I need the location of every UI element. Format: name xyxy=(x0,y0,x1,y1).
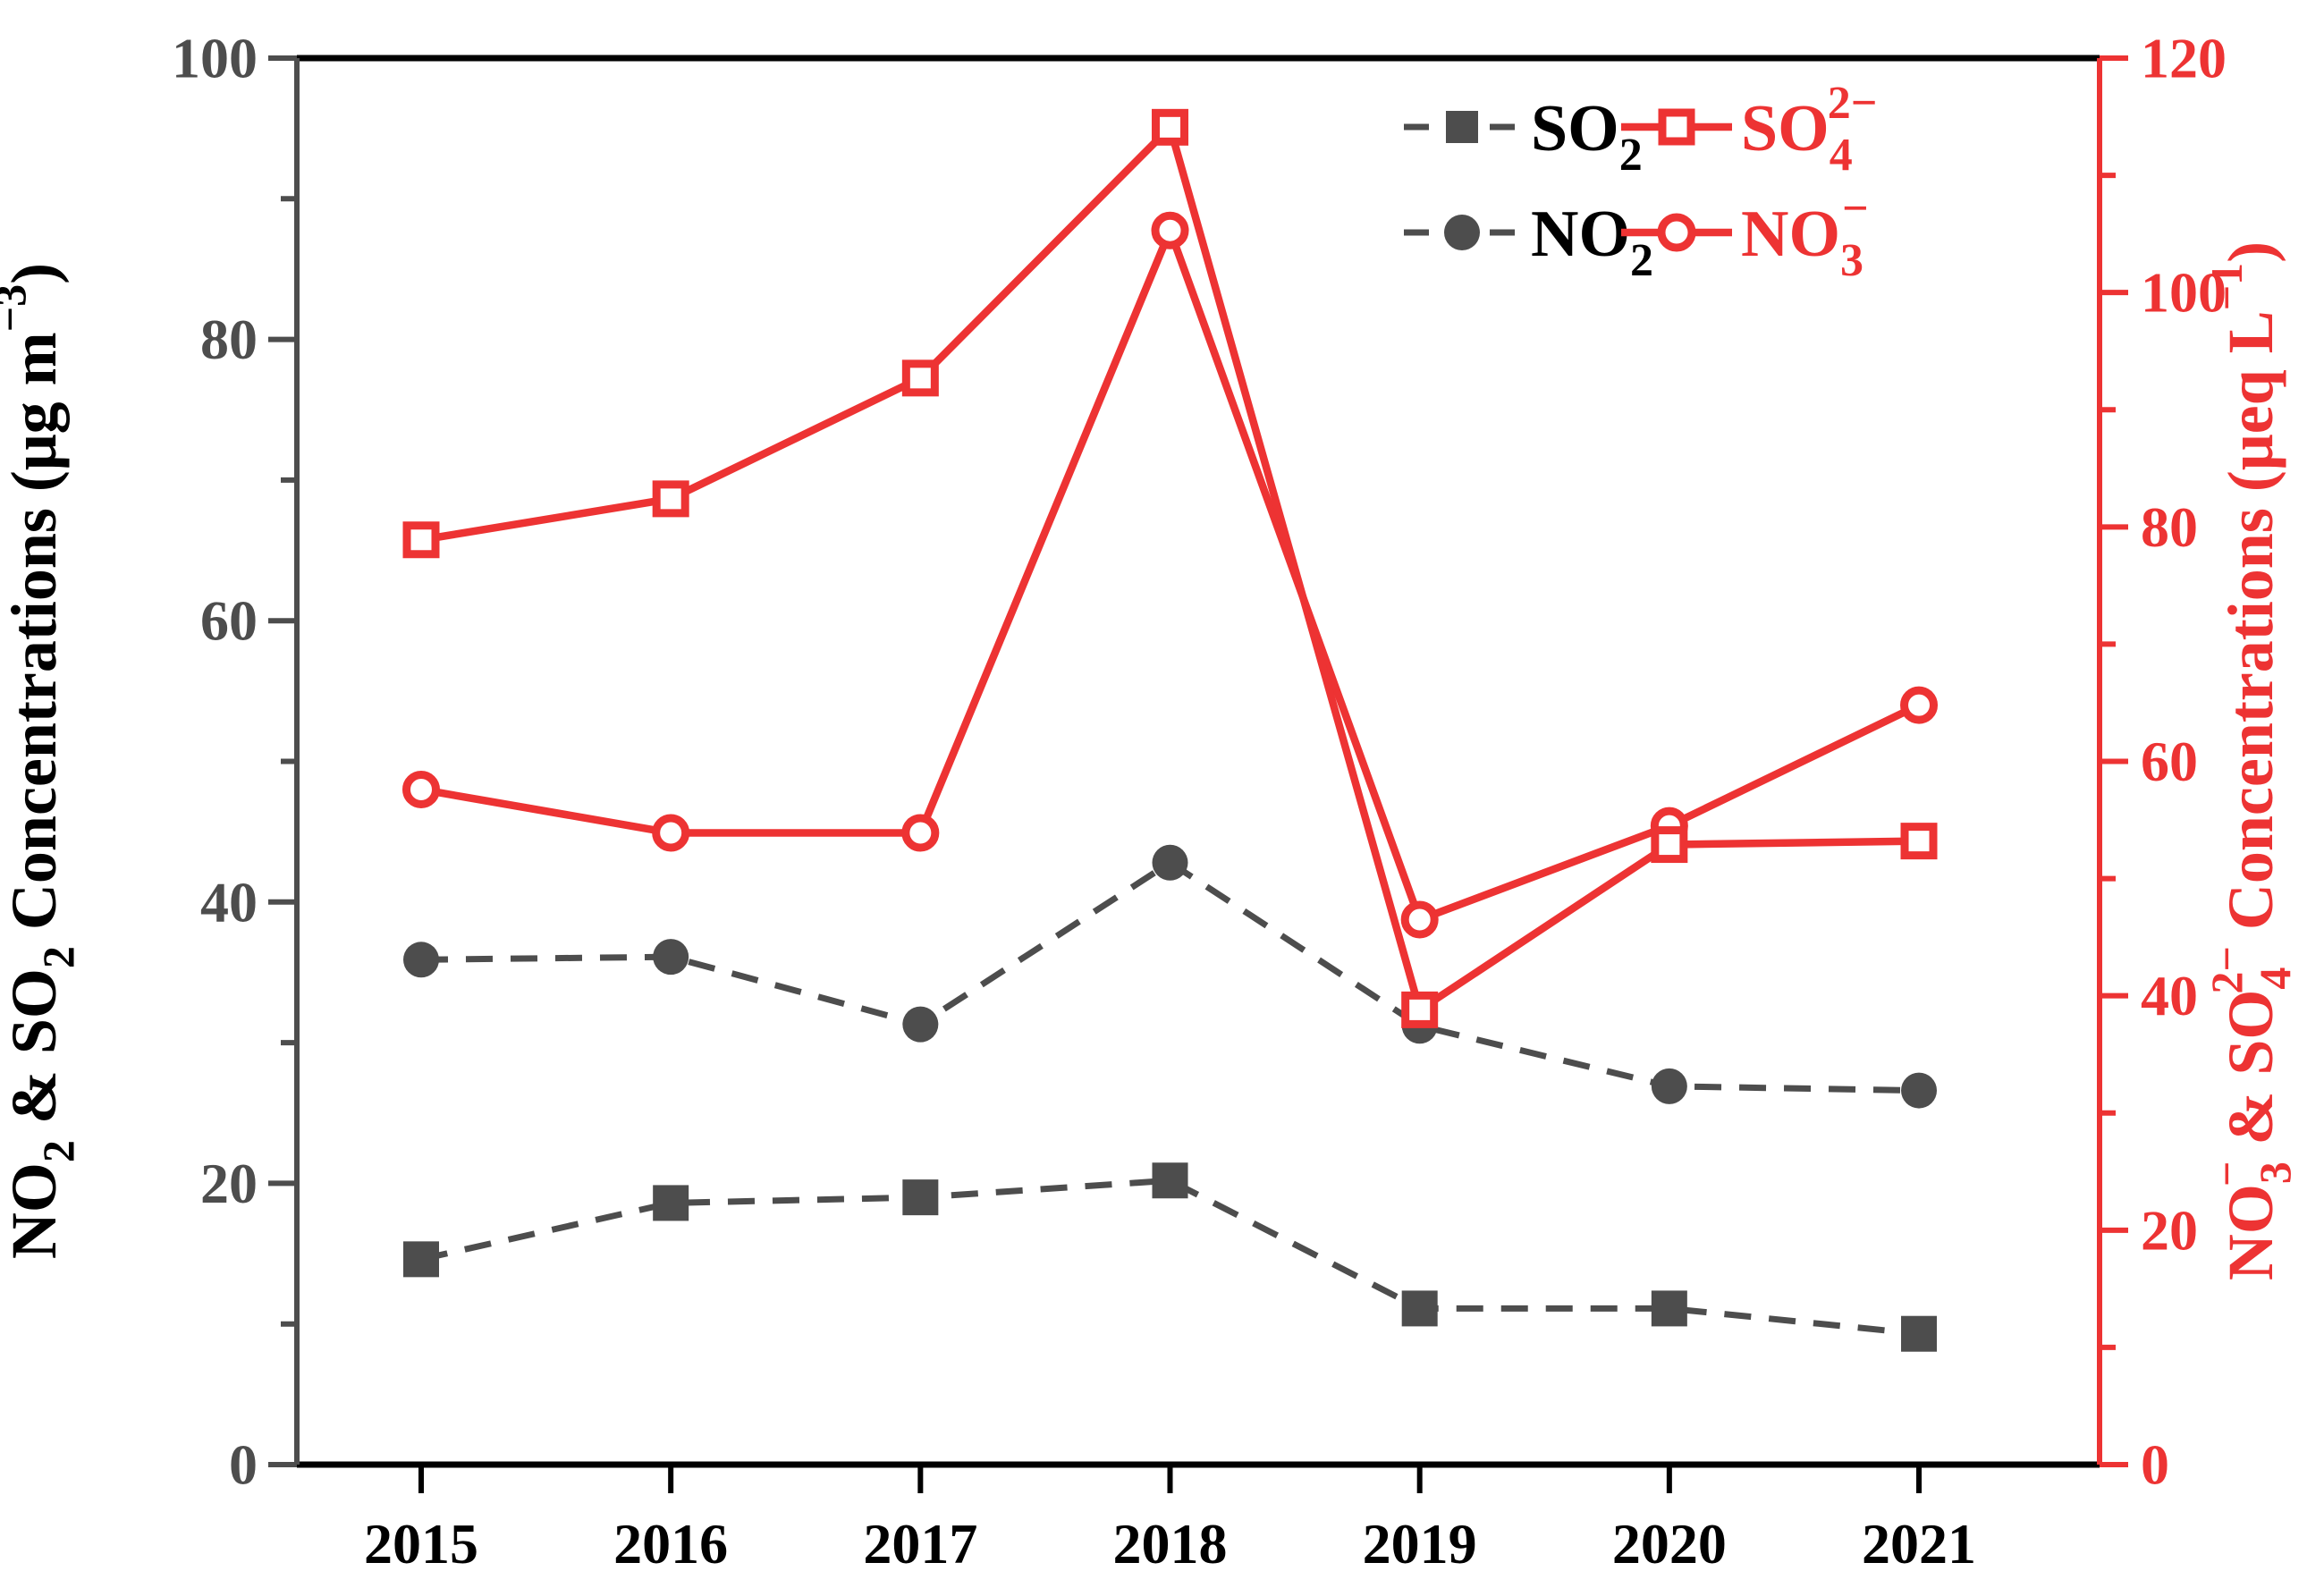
x-tick-label: 2020 xyxy=(1612,1512,1727,1575)
legend: SO2 SO42− NO2 NO3− xyxy=(1404,78,1877,286)
left-tick-label: 0 xyxy=(229,1433,258,1497)
data-point-open-circle xyxy=(1151,211,1189,249)
data-point-open-circle xyxy=(1400,900,1439,939)
legend-no3-marker-open-circle xyxy=(1657,213,1696,252)
right-axis-title: NO3− & SO42− Concentrations (μeq L−1) xyxy=(2201,241,2300,1280)
left-tick-label: 20 xyxy=(200,1152,258,1215)
left-axis-ticks: 0 20 40 60 80 100 xyxy=(172,27,297,1497)
left-tick-label: 100 xyxy=(172,27,258,90)
data-point-filled-circle xyxy=(1901,1072,1938,1109)
right-axis-ticks: 0 20 40 60 80 100 120 xyxy=(2100,27,2227,1497)
data-point-filled-circle xyxy=(403,942,439,978)
right-tick-label: 100 xyxy=(2141,261,2227,325)
legend-item-no3: NO3− xyxy=(1621,183,1869,286)
data-point-open-square xyxy=(1651,826,1688,864)
series-circle-open xyxy=(402,211,1939,939)
right-tick-label: 40 xyxy=(2141,964,2198,1027)
data-point-open-square xyxy=(1401,991,1439,1028)
data-point-open-square xyxy=(402,521,440,559)
data-point-filled-square xyxy=(902,1179,939,1216)
series-square-filled xyxy=(403,1162,1938,1352)
right-tick-label: 120 xyxy=(2141,27,2227,90)
data-point-filled-square xyxy=(403,1241,439,1278)
left-tick-label: 80 xyxy=(200,308,258,371)
data-point-open-square xyxy=(1152,108,1189,146)
x-tick-label: 2015 xyxy=(364,1512,478,1575)
x-tick-label: 2017 xyxy=(863,1512,977,1575)
x-tick-label: 2019 xyxy=(1363,1512,1477,1575)
left-tick-label: 60 xyxy=(200,589,258,653)
data-point-filled-circle xyxy=(902,1006,939,1043)
series-layer xyxy=(402,108,1939,1352)
data-point-open-circle xyxy=(652,814,690,852)
right-tick-label: 0 xyxy=(2141,1433,2169,1497)
data-point-filled-circle xyxy=(1651,1068,1687,1104)
series-line xyxy=(420,858,1920,1094)
legend-so2-marker-filled-square xyxy=(1446,111,1478,143)
series-line xyxy=(420,1177,1920,1338)
series-line xyxy=(420,219,1921,925)
legend-so4-marker-open-square xyxy=(1658,108,1695,146)
data-point-filled-square xyxy=(653,1185,689,1221)
right-tick-label: 20 xyxy=(2141,1198,2198,1262)
legend-no2-marker-filled-circle xyxy=(1444,215,1480,250)
legend-no3-label: NO3− xyxy=(1741,183,1869,286)
legend-so2-label: SO2 xyxy=(1531,92,1643,181)
right-tick-label: 80 xyxy=(2141,495,2198,559)
data-point-open-circle xyxy=(402,770,440,808)
legend-so4-label: SO42− xyxy=(1741,78,1877,181)
series-circle-filled xyxy=(403,844,1938,1109)
data-point-filled-circle xyxy=(1152,844,1188,881)
series-square-open xyxy=(402,108,1938,1028)
data-point-filled-square xyxy=(1651,1290,1687,1327)
legend-item-so4: SO42− xyxy=(1621,78,1877,181)
data-point-filled-square xyxy=(1901,1315,1938,1352)
legend-item-so2: SO2 xyxy=(1404,92,1643,181)
data-point-open-square xyxy=(652,480,689,518)
x-tick-label: 2016 xyxy=(613,1512,728,1575)
data-point-filled-square xyxy=(1152,1162,1188,1199)
data-point-filled-circle xyxy=(653,939,689,976)
legend-no2-label: NO2 xyxy=(1531,198,1653,286)
data-point-filled-square xyxy=(1401,1290,1438,1327)
left-tick-label: 40 xyxy=(200,870,258,933)
left-axis-title: NO2 & SO2 Concentrations (μg m−3) xyxy=(0,263,83,1259)
legend-item-no2: NO2 xyxy=(1404,198,1653,286)
x-tick-label: 2018 xyxy=(1113,1512,1228,1575)
data-point-open-circle xyxy=(901,814,940,852)
data-point-open-square xyxy=(901,359,939,397)
right-tick-label: 60 xyxy=(2141,730,2198,793)
data-point-open-square xyxy=(1900,823,1938,860)
x-axis-ticks: 2015 2016 2017 2018 2019 2020 2021 xyxy=(364,1465,1976,1575)
x-tick-label: 2021 xyxy=(1862,1512,1976,1575)
data-point-open-circle xyxy=(1900,686,1939,724)
